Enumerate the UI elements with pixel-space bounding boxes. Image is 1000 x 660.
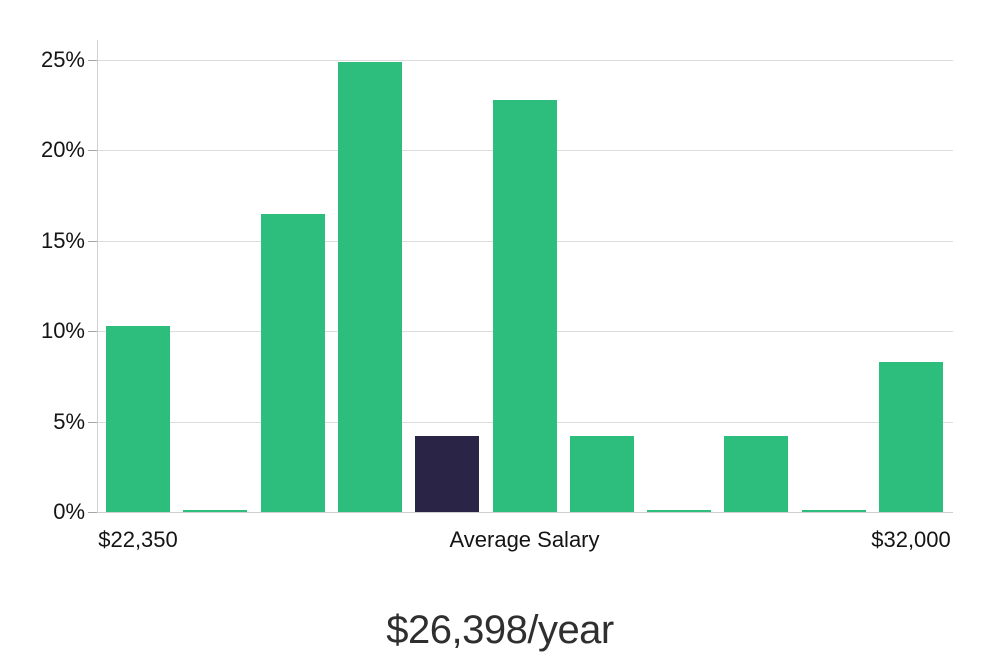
histogram-bar bbox=[569, 436, 634, 512]
histogram-bar bbox=[183, 510, 248, 512]
y-tick-label: 20% bbox=[40, 137, 85, 162]
highlighted-average-bar bbox=[415, 436, 480, 512]
y-tick-label: 0% bbox=[53, 499, 85, 524]
y-tick-mark bbox=[88, 60, 97, 61]
y-tick-label: 25% bbox=[40, 47, 85, 72]
y-tick-mark bbox=[88, 422, 97, 423]
y-tick-mark bbox=[88, 512, 97, 513]
histogram-bar bbox=[801, 510, 866, 512]
histogram-bar bbox=[106, 325, 170, 512]
x-tick-label: $22,350 bbox=[98, 527, 178, 552]
y-tick-mark bbox=[88, 241, 97, 242]
histogram-bar bbox=[492, 99, 557, 512]
gridline-25pct bbox=[98, 60, 953, 61]
histogram-bar bbox=[879, 361, 943, 512]
y-tick-label: 15% bbox=[40, 228, 85, 253]
gridline-0pct bbox=[98, 512, 953, 513]
y-tick-mark bbox=[88, 150, 97, 151]
y-tick-mark bbox=[88, 331, 97, 332]
histogram-bar bbox=[724, 436, 789, 512]
x-tick-label: Average Salary bbox=[449, 527, 600, 552]
y-tick-label: 5% bbox=[53, 409, 85, 434]
x-tick-label: $32,000 bbox=[871, 527, 951, 552]
y-tick-label: 10% bbox=[40, 318, 85, 343]
histogram-bar bbox=[260, 213, 325, 512]
histogram-bar bbox=[337, 61, 402, 512]
average-salary-text: $26,398/year bbox=[386, 608, 614, 652]
y-axis-line bbox=[97, 40, 98, 513]
histogram-bar bbox=[647, 510, 712, 512]
